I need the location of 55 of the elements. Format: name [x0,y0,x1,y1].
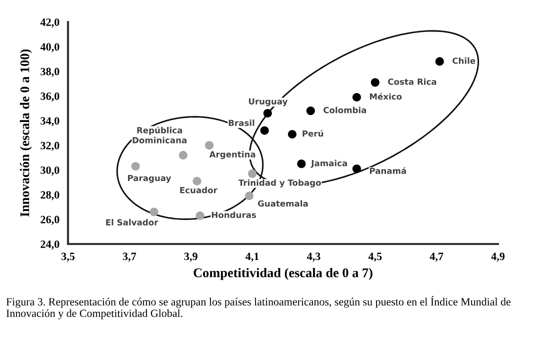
x-tick-label: 4,1 [245,252,259,262]
point [192,176,202,186]
y-tick-label: 36,0 [40,92,60,102]
point [150,208,158,216]
point [352,92,361,102]
y-axis-title: Innovación (escala de 0 a 100) [20,49,32,217]
annotation: Chile [452,57,476,64]
annotation: Trinidad y Tobago [238,179,321,188]
annotation: Paraguay [128,174,172,183]
annotation: Perú [302,130,324,137]
y-tick-label: 24,0 [40,240,60,250]
y-tick-label: 40,0 [40,43,60,52]
point [131,162,140,171]
point [263,108,272,118]
annotation: Brasil [228,120,254,126]
annotation: México [370,92,402,100]
point [244,192,254,200]
annotation: Uruguay [248,98,288,106]
point [297,160,306,168]
x-tick-label: 4,5 [368,252,382,262]
point [288,130,296,139]
text: Figura 3. Representación de cómo se agrupan los países latinoamericanos, según su puesto en el Índice Mundial de Innovación y de Competitividad Global. [6,296,511,320]
annotation: Guatemala [258,200,308,207]
point [352,164,361,174]
x-tick-label: 4,7 [430,252,444,262]
point [178,150,188,160]
annotation: Argentina [209,150,256,160]
x-tick-label: 4,9 [491,252,505,262]
y-tick-label: 28,0 [40,191,60,200]
annotation: Ecuador [180,186,218,194]
annotation: Colombia [324,106,366,114]
y-tick-label: 32,0 [40,142,60,151]
y-tick-label: 30,0 [40,166,60,176]
y-tick-label: 38,0 [40,68,60,77]
point [260,126,269,135]
x-tick-label: 3,9 [184,252,198,262]
annotation: Panamá [370,167,406,174]
annotation: Honduras [212,212,256,218]
x-tick-label: 3,5 [61,252,75,262]
point [248,169,257,178]
annotation: República Dominicana [132,126,186,144]
point [435,57,444,66]
point [205,141,214,150]
point [370,78,380,87]
annotation: Costa Rica [388,78,436,85]
y-tick-label: 42,0 [40,18,60,28]
x-axis-title: Competitividad (escala de 0 a 7) [194,268,372,280]
x-tick-label: 3,7 [122,252,136,262]
annotation: Jamaica [310,160,347,168]
point [306,106,315,116]
annotation: El Salvador [106,219,158,226]
y-tick-label: 26,0 [40,216,60,225]
point [196,211,204,220]
x-tick-label: 4,3 [306,252,320,262]
y-tick-label: 34,0 [40,117,60,126]
